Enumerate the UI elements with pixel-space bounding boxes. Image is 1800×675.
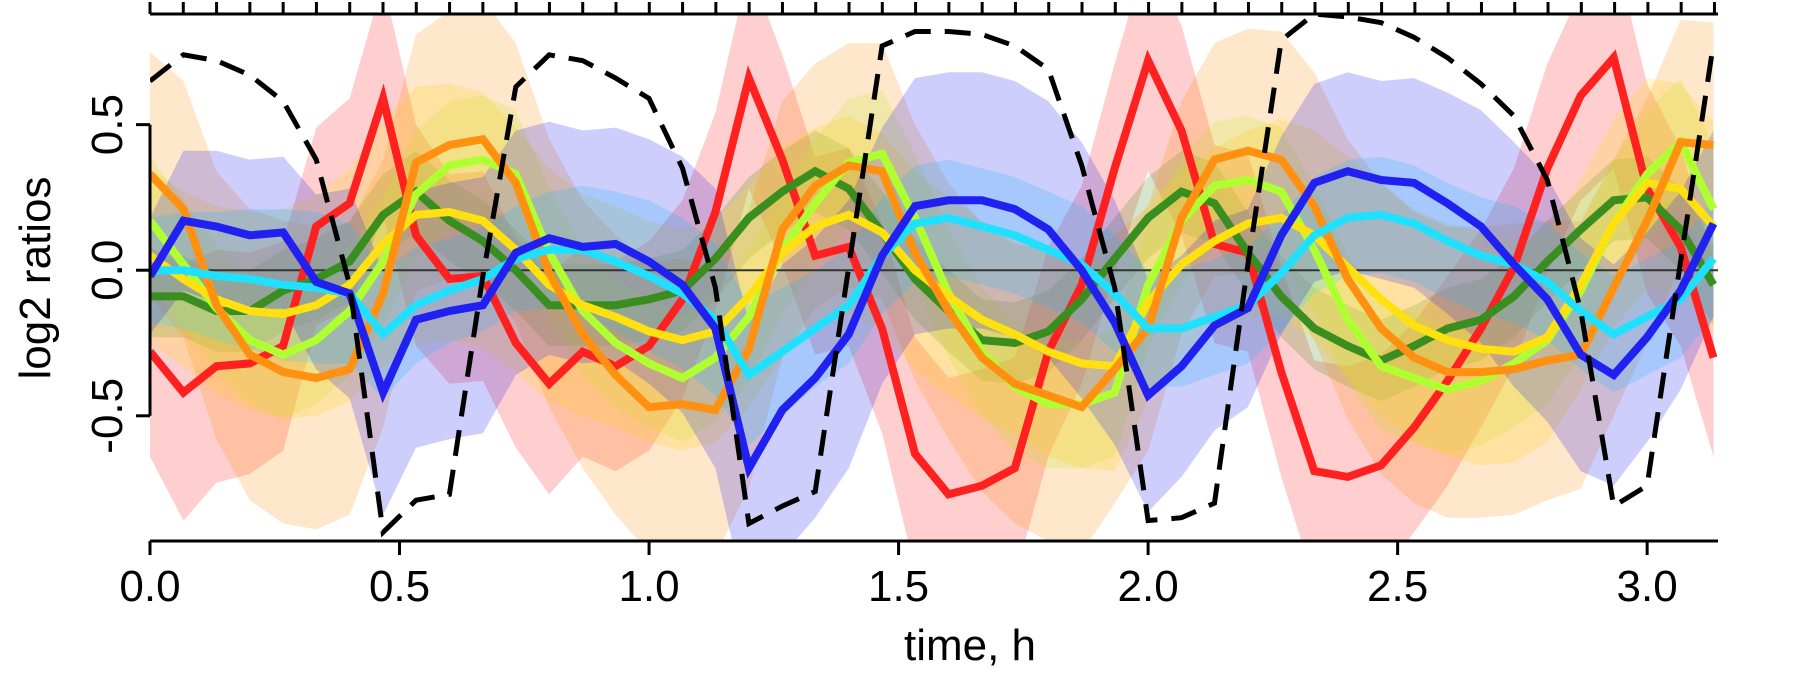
x-tick-label: 1.0	[618, 562, 679, 611]
band-series-7	[150, 72, 1714, 541]
y-axis-title: log2 ratios	[11, 176, 60, 379]
line-series-5	[150, 134, 1714, 415]
band-series-3	[150, 78, 1714, 469]
band-series-1	[150, 14, 1714, 541]
x-tick-label: 2.5	[1367, 562, 1428, 611]
series-lines	[150, 14, 1718, 538]
x-axis-title: time, h	[904, 621, 1036, 670]
x-tick-label: 1.5	[868, 562, 929, 611]
y-tick-label: 0.5	[83, 94, 132, 155]
line-series-7	[150, 167, 1718, 479]
x-tick-label: 2.0	[1118, 562, 1179, 611]
dashed-line-series-8	[150, 14, 1716, 538]
x-tick-label: 3.0	[1617, 562, 1678, 611]
x-tick-label: 0.5	[369, 562, 430, 611]
x-tick-label: 0.0	[119, 562, 180, 611]
axes: 0.0 0.5 1.0 1.5 2.0 2.5 3.0 -0.5 0.0 0.5	[83, 2, 1718, 611]
line-series-3	[150, 135, 1718, 409]
y-tick-label: 0.0	[83, 240, 132, 301]
y-tick-label: -0.5	[83, 378, 132, 454]
line-series-6	[150, 210, 1717, 381]
